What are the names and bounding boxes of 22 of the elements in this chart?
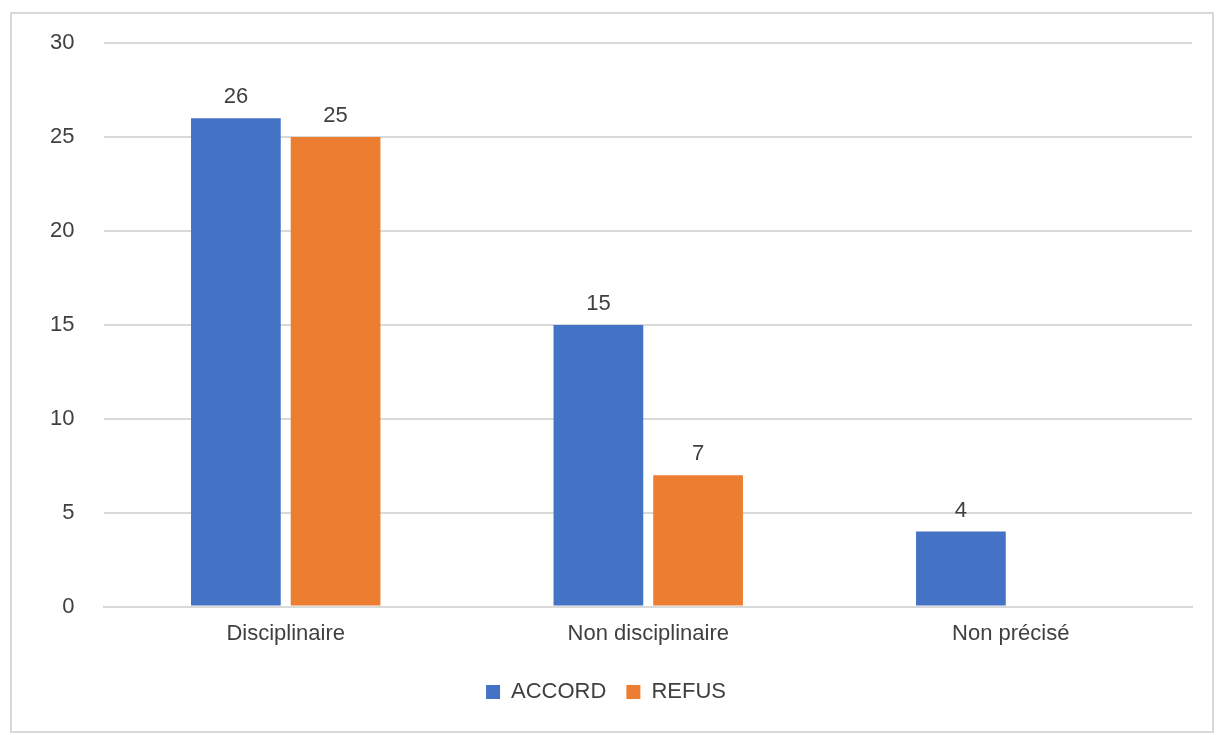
legend-label: ACCORD <box>511 678 607 704</box>
legend-label: REFUS <box>651 678 726 704</box>
y-tick-label: 0 <box>62 592 75 618</box>
bar <box>191 118 281 606</box>
bar <box>553 324 644 606</box>
x-tick-label: Non disciplinaire <box>567 619 729 645</box>
y-tick-label: 20 <box>49 217 75 243</box>
bar <box>653 475 743 606</box>
bar <box>290 137 381 606</box>
data-label: 4 <box>954 496 968 522</box>
bar <box>916 531 1006 606</box>
x-tick-label: Disciplinaire <box>226 619 346 645</box>
y-tick-label: 5 <box>62 498 75 524</box>
data-label: 26 <box>223 83 249 109</box>
x-tick-label: Non précisé <box>952 619 1070 645</box>
y-tick-label: 15 <box>49 310 75 336</box>
y-tick-label: 30 <box>49 29 75 55</box>
data-label: 7 <box>691 440 705 466</box>
data-label: 15 <box>586 289 611 315</box>
data-label: 25 <box>323 102 348 128</box>
y-tick-label: 10 <box>49 404 75 430</box>
y-tick-label: 25 <box>49 123 75 149</box>
